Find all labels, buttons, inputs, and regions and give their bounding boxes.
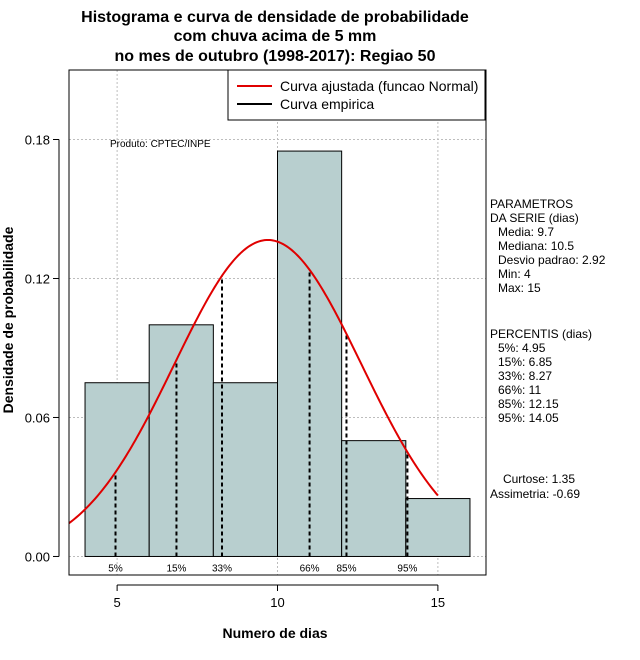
percentil-85: 85%: 12.15	[498, 397, 559, 411]
curtose-value: Curtose: 1.35	[503, 472, 575, 486]
percentil-15: 15%: 6.85	[498, 355, 552, 369]
percentil-66: 66%: 11	[498, 383, 541, 397]
y-tick-label: 0.00	[25, 549, 50, 564]
x-axis: 5 10 15	[113, 584, 445, 610]
title-line-2: com chuva acima de 5 mm	[174, 28, 377, 45]
legend-box	[227, 69, 486, 121]
param-desvio: Desvio padrao: 2.92	[498, 253, 606, 267]
percentile-labels: 5% 15% 33% 66% 85% 95%	[108, 563, 417, 574]
percentis-title: PERCENTIS (dias)	[490, 327, 592, 341]
params-title-2: DA SERIE (dias)	[490, 211, 579, 225]
y-tick-label: 0.18	[25, 132, 50, 147]
percentil-95: 95%: 14.05	[498, 411, 559, 425]
legend-empirical-label: Curva empirica	[280, 96, 374, 112]
normal-fit-curve	[68, 238, 439, 525]
param-media: Media: 9.7	[498, 225, 554, 239]
param-max: Max: 15	[498, 281, 541, 295]
x-axis-title: Numero de dias	[222, 625, 327, 641]
series-parameters-panel: PARAMETROS DA SERIE (dias) Media: 9.7 Me…	[490, 197, 606, 501]
title-line-3: no mes de outubro (1998-2017): Regiao 50	[115, 48, 436, 65]
percentile-label: 15%	[166, 563, 186, 574]
histogram-bar	[341, 440, 407, 557]
y-axis: 0.00 0.06 0.12 0.18	[25, 132, 60, 564]
percentile-label: 85%	[336, 563, 356, 574]
percentile-label: 66%	[300, 563, 320, 574]
x-tick-label: 5	[113, 595, 120, 610]
y-tick-label: 0.06	[25, 410, 50, 425]
x-tick-label: 15	[431, 595, 445, 610]
param-min: Min: 4	[498, 267, 531, 281]
title-line-1: Histograma e curva de densidade de proba…	[81, 9, 469, 26]
histogram-bars	[84, 150, 471, 557]
percentile-label: 5%	[108, 563, 123, 574]
percentil-33: 33%: 8.27	[498, 369, 552, 383]
y-tick-label: 0.12	[25, 271, 50, 286]
params-title-1: PARAMETROS	[490, 197, 573, 211]
product-annotation: Produto: CPTEC/INPE	[110, 139, 211, 150]
histogram-bar	[148, 324, 214, 557]
percentile-label: 33%	[212, 563, 232, 574]
percentile-lines	[114, 269, 409, 557]
legend-normal-label: Curva ajustada (funcao Normal)	[280, 78, 478, 94]
histogram-bar	[277, 150, 343, 557]
param-mediana: Mediana: 10.5	[498, 239, 574, 253]
percentile-label: 95%	[397, 563, 417, 574]
chart-title: Histograma e curva de densidade de proba…	[81, 9, 469, 65]
legend: Curva ajustada (funcao Normal) Curva emp…	[227, 69, 486, 121]
y-axis-title: Densidade de probabilidade	[0, 226, 16, 413]
percentil-5: 5%: 4.95	[498, 341, 546, 355]
x-tick-label: 10	[270, 595, 284, 610]
assimetria-value: Assimetria: -0.69	[490, 487, 580, 501]
histogram-bar	[405, 498, 471, 557]
